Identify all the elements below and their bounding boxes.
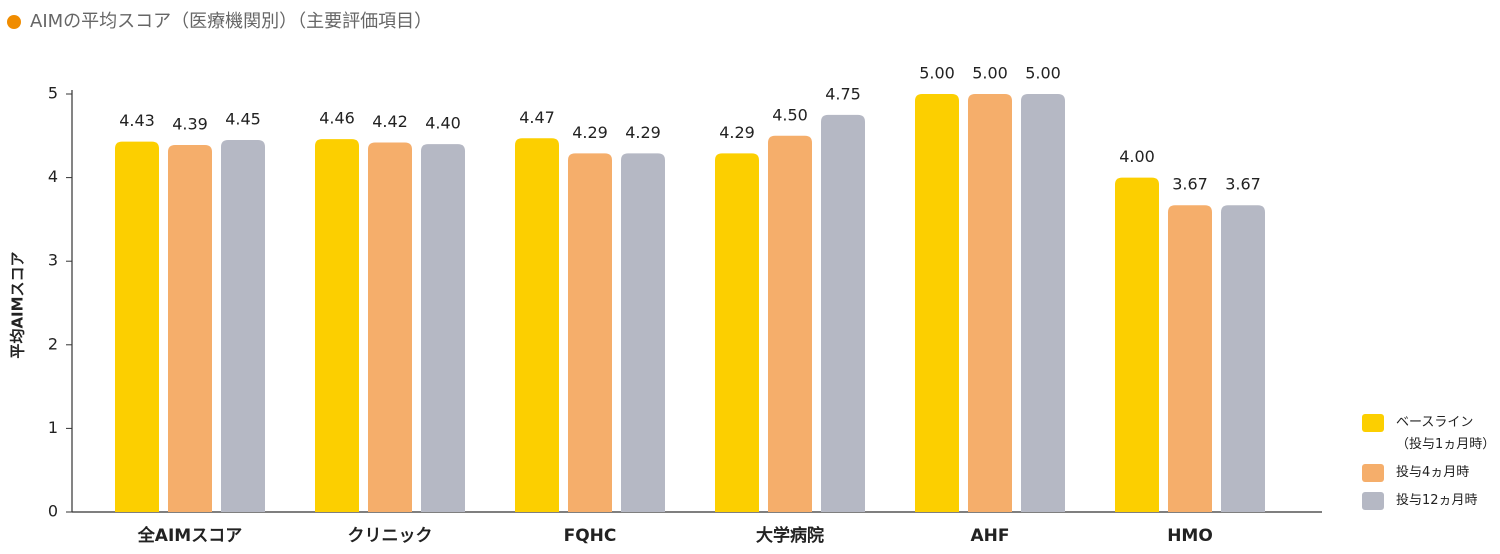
value-label: 4.40 [425, 114, 461, 133]
y-axis-label: 平均AIMスコア [9, 251, 27, 358]
legend-label: ベースライン （投与1ヵ月時） [1396, 415, 1496, 452]
bar [168, 144, 212, 512]
bar [621, 153, 665, 512]
legend-label: 投与4ヵ月時 [1396, 465, 1470, 480]
value-label: 4.42 [372, 112, 408, 131]
y-tick-label: 3 [48, 251, 58, 270]
y-tick-label: 5 [48, 84, 58, 103]
value-label: 4.47 [519, 108, 555, 127]
value-label: 4.29 [719, 123, 755, 142]
y-tick-label: 2 [48, 334, 58, 353]
value-label: 3.67 [1225, 175, 1261, 194]
value-label: 4.50 [772, 105, 808, 124]
x-tick-label: AHF [971, 526, 1010, 546]
x-tick-label: 全AIMスコア [137, 525, 242, 546]
bar [915, 94, 959, 512]
bar [515, 138, 559, 513]
value-label: 5.00 [972, 64, 1008, 83]
value-label: 4.29 [572, 123, 608, 142]
x-tick-label: クリニック [348, 526, 433, 546]
legend-swatch [1362, 464, 1384, 482]
value-label: 5.00 [919, 64, 955, 83]
y-tick-label: 1 [48, 418, 58, 437]
title-dot [7, 15, 21, 29]
value-label: 5.00 [1025, 64, 1061, 83]
value-label: 4.46 [319, 109, 355, 128]
bar [315, 139, 359, 513]
bar [715, 153, 759, 512]
x-tick-label: FQHC [564, 526, 617, 546]
legend-item: 投与12ヵ月時 [1362, 492, 1495, 512]
value-label: 4.43 [119, 111, 155, 130]
legend-item: ベースライン （投与1ヵ月時） [1362, 414, 1495, 456]
bar [568, 153, 612, 512]
bar [368, 142, 412, 512]
bar [968, 94, 1012, 512]
bar [115, 141, 159, 513]
bar [1021, 94, 1065, 512]
bar [221, 139, 265, 513]
value-label: 4.45 [225, 109, 261, 128]
legend-swatch [1362, 414, 1384, 432]
legend-label: 投与12ヵ月時 [1396, 493, 1478, 508]
legend: ベースライン （投与1ヵ月時） 投与4ヵ月時 投与12ヵ月時 [1362, 414, 1495, 520]
y-tick-label: 0 [48, 502, 58, 521]
x-tick-label: HMO [1167, 526, 1213, 546]
value-label: 4.39 [172, 114, 208, 133]
bar [1221, 205, 1265, 513]
legend-item: 投与4ヵ月時 [1362, 464, 1495, 484]
bar [421, 144, 465, 512]
bar [1168, 205, 1212, 513]
bar [1115, 177, 1159, 512]
value-label: 4.75 [825, 84, 861, 103]
chart-title: AIMの平均スコア（医療機関別）（主要評価項目） [30, 11, 432, 32]
y-tick-label: 4 [48, 167, 58, 186]
bar [768, 135, 812, 513]
x-tick-label: 大学病院 [756, 525, 824, 546]
bar [821, 114, 865, 513]
value-label: 4.29 [625, 123, 661, 142]
value-label: 4.00 [1119, 147, 1155, 166]
value-label: 3.67 [1172, 175, 1208, 194]
legend-swatch [1362, 492, 1384, 510]
